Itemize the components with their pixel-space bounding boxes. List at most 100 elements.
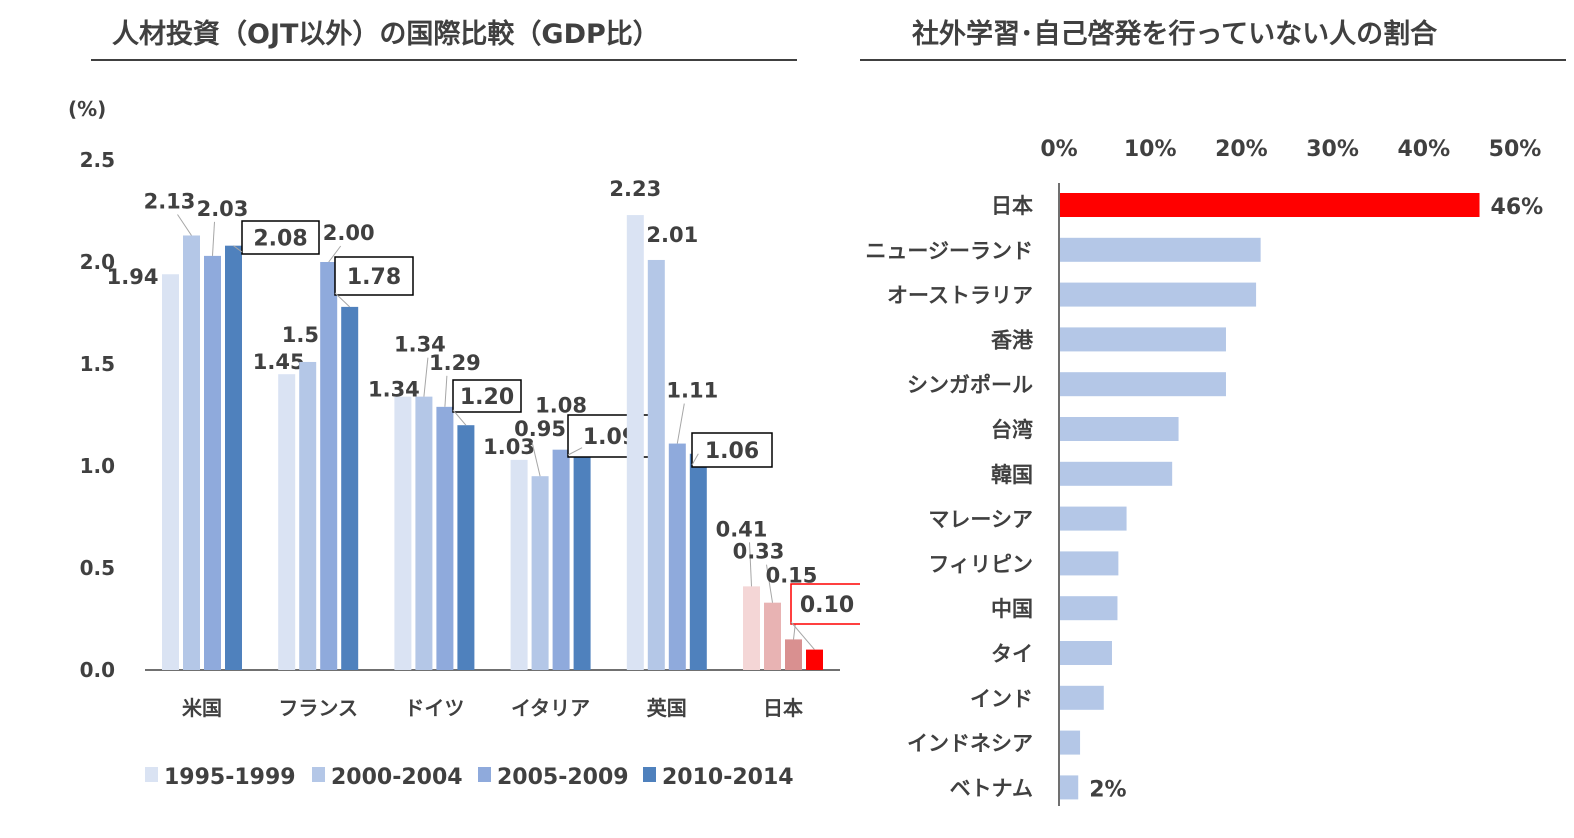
category-label: シンガポール — [907, 373, 1033, 397]
bar — [1060, 237, 1261, 262]
x-tick-label: 0% — [1040, 137, 1077, 162]
leader-line — [691, 453, 699, 466]
x-tick-label: 50% — [1489, 137, 1542, 162]
left-chart-title: 人材投資（OJT以外）の国際比較（GDP比） — [112, 19, 660, 50]
data-label: 2% — [1089, 777, 1126, 802]
data-label: 2.13 — [144, 189, 196, 213]
category-label: ベトナム — [950, 776, 1033, 800]
leader-line — [531, 442, 541, 477]
data-label: 2.23 — [609, 177, 661, 201]
leader-line — [766, 564, 773, 603]
category-label: オーストラリア — [887, 284, 1033, 308]
data-label: 1.08 — [535, 394, 587, 418]
category-label: マレーシア — [928, 508, 1033, 532]
legend-swatch — [478, 767, 491, 782]
bar — [457, 425, 475, 670]
bar — [320, 262, 338, 670]
category-label: 日本 — [763, 696, 803, 720]
data-label: 0.95 — [514, 417, 566, 441]
data-label: 1.20 — [460, 385, 514, 410]
data-label: 1.29 — [429, 351, 481, 375]
x-tick-label: 40% — [1397, 137, 1450, 162]
category-label: 米国 — [182, 696, 222, 720]
category-label: 香港 — [991, 328, 1034, 352]
category-label: 台湾 — [991, 418, 1033, 442]
legend-label: 2010-2014 — [662, 765, 794, 790]
data-label: 0.41 — [716, 517, 768, 541]
bar — [1060, 282, 1257, 307]
bar — [806, 649, 823, 670]
y-tick-label: 1.0 — [80, 454, 115, 478]
legend-label: 2000-2004 — [331, 765, 463, 790]
category-label: フィリピン — [928, 552, 1033, 576]
x-tick-label: 10% — [1124, 137, 1177, 162]
category-label: 日本 — [991, 194, 1033, 218]
data-label-box — [452, 379, 522, 413]
bar — [510, 459, 528, 670]
data-label: 2.00 — [323, 221, 375, 245]
bar — [531, 476, 549, 670]
y-tick-label: 1.5 — [80, 352, 115, 376]
legend-label: 1995-1999 — [164, 765, 296, 790]
bar — [436, 406, 454, 670]
bar — [552, 449, 570, 670]
bar — [1060, 596, 1118, 621]
data-label-box — [790, 583, 860, 625]
bar — [1060, 417, 1179, 441]
bar — [1060, 372, 1226, 397]
bar — [341, 306, 359, 670]
leader-line — [212, 221, 215, 256]
category-label: フランス — [278, 696, 358, 720]
left-title-rule — [91, 59, 797, 61]
category-label: 中国 — [991, 597, 1033, 621]
bar — [1060, 506, 1127, 531]
bar — [743, 586, 760, 670]
bar — [278, 374, 296, 670]
data-label: 2.08 — [253, 227, 307, 252]
bar — [1060, 327, 1226, 352]
data-label: 2.01 — [646, 223, 698, 247]
leader-line — [423, 357, 429, 397]
data-label: 0.10 — [800, 593, 854, 618]
legend-swatch — [145, 767, 158, 782]
data-label: 0.33 — [733, 540, 785, 564]
data-label: 1.06 — [705, 439, 759, 464]
leader-line — [452, 409, 467, 426]
bar — [1060, 641, 1112, 665]
leader-line — [444, 375, 448, 407]
bar — [785, 639, 802, 670]
category-label: 韓国 — [991, 463, 1033, 487]
data-label: 1.11 — [666, 379, 718, 403]
bar — [225, 245, 242, 670]
data-label: 1.78 — [347, 265, 401, 290]
x-tick-label: 20% — [1215, 137, 1268, 162]
legend-swatch — [643, 767, 656, 782]
leader-line — [567, 447, 583, 456]
leader-line — [177, 214, 192, 236]
bar — [204, 255, 221, 670]
bar — [1060, 461, 1173, 486]
right-bar-chart: 0% 10% 20% 30% 40% 50% 日本 46% ニュージーランドオーストラリア香港シ… — [865, 137, 1543, 806]
data-label-box — [691, 432, 773, 468]
y-tick-label: 0.0 — [80, 658, 115, 682]
category-label: ドイツ — [404, 696, 464, 720]
bar — [689, 453, 707, 670]
data-label: 1.03 — [483, 435, 535, 459]
bar — [764, 602, 781, 670]
category-label: 英国 — [647, 696, 687, 720]
leader-line — [328, 245, 342, 263]
right-chart-title: 社外学習･自己啓発を行っていない人の割合 — [912, 19, 1438, 50]
category-label: ニュージーランド — [865, 239, 1033, 263]
bar — [415, 396, 433, 670]
category-label: タイ — [991, 642, 1033, 666]
bar — [299, 361, 317, 670]
data-label-box — [334, 256, 414, 296]
data-label: 2.03 — [197, 197, 249, 221]
leader-line — [334, 292, 351, 308]
y-tick-label: 2.0 — [80, 250, 115, 274]
bar — [183, 235, 200, 671]
y-tick-label: 0.5 — [80, 556, 115, 580]
y-axis-unit-label: (%) — [68, 97, 106, 121]
bar — [1060, 775, 1079, 800]
category-label: インドネシア — [907, 732, 1033, 756]
